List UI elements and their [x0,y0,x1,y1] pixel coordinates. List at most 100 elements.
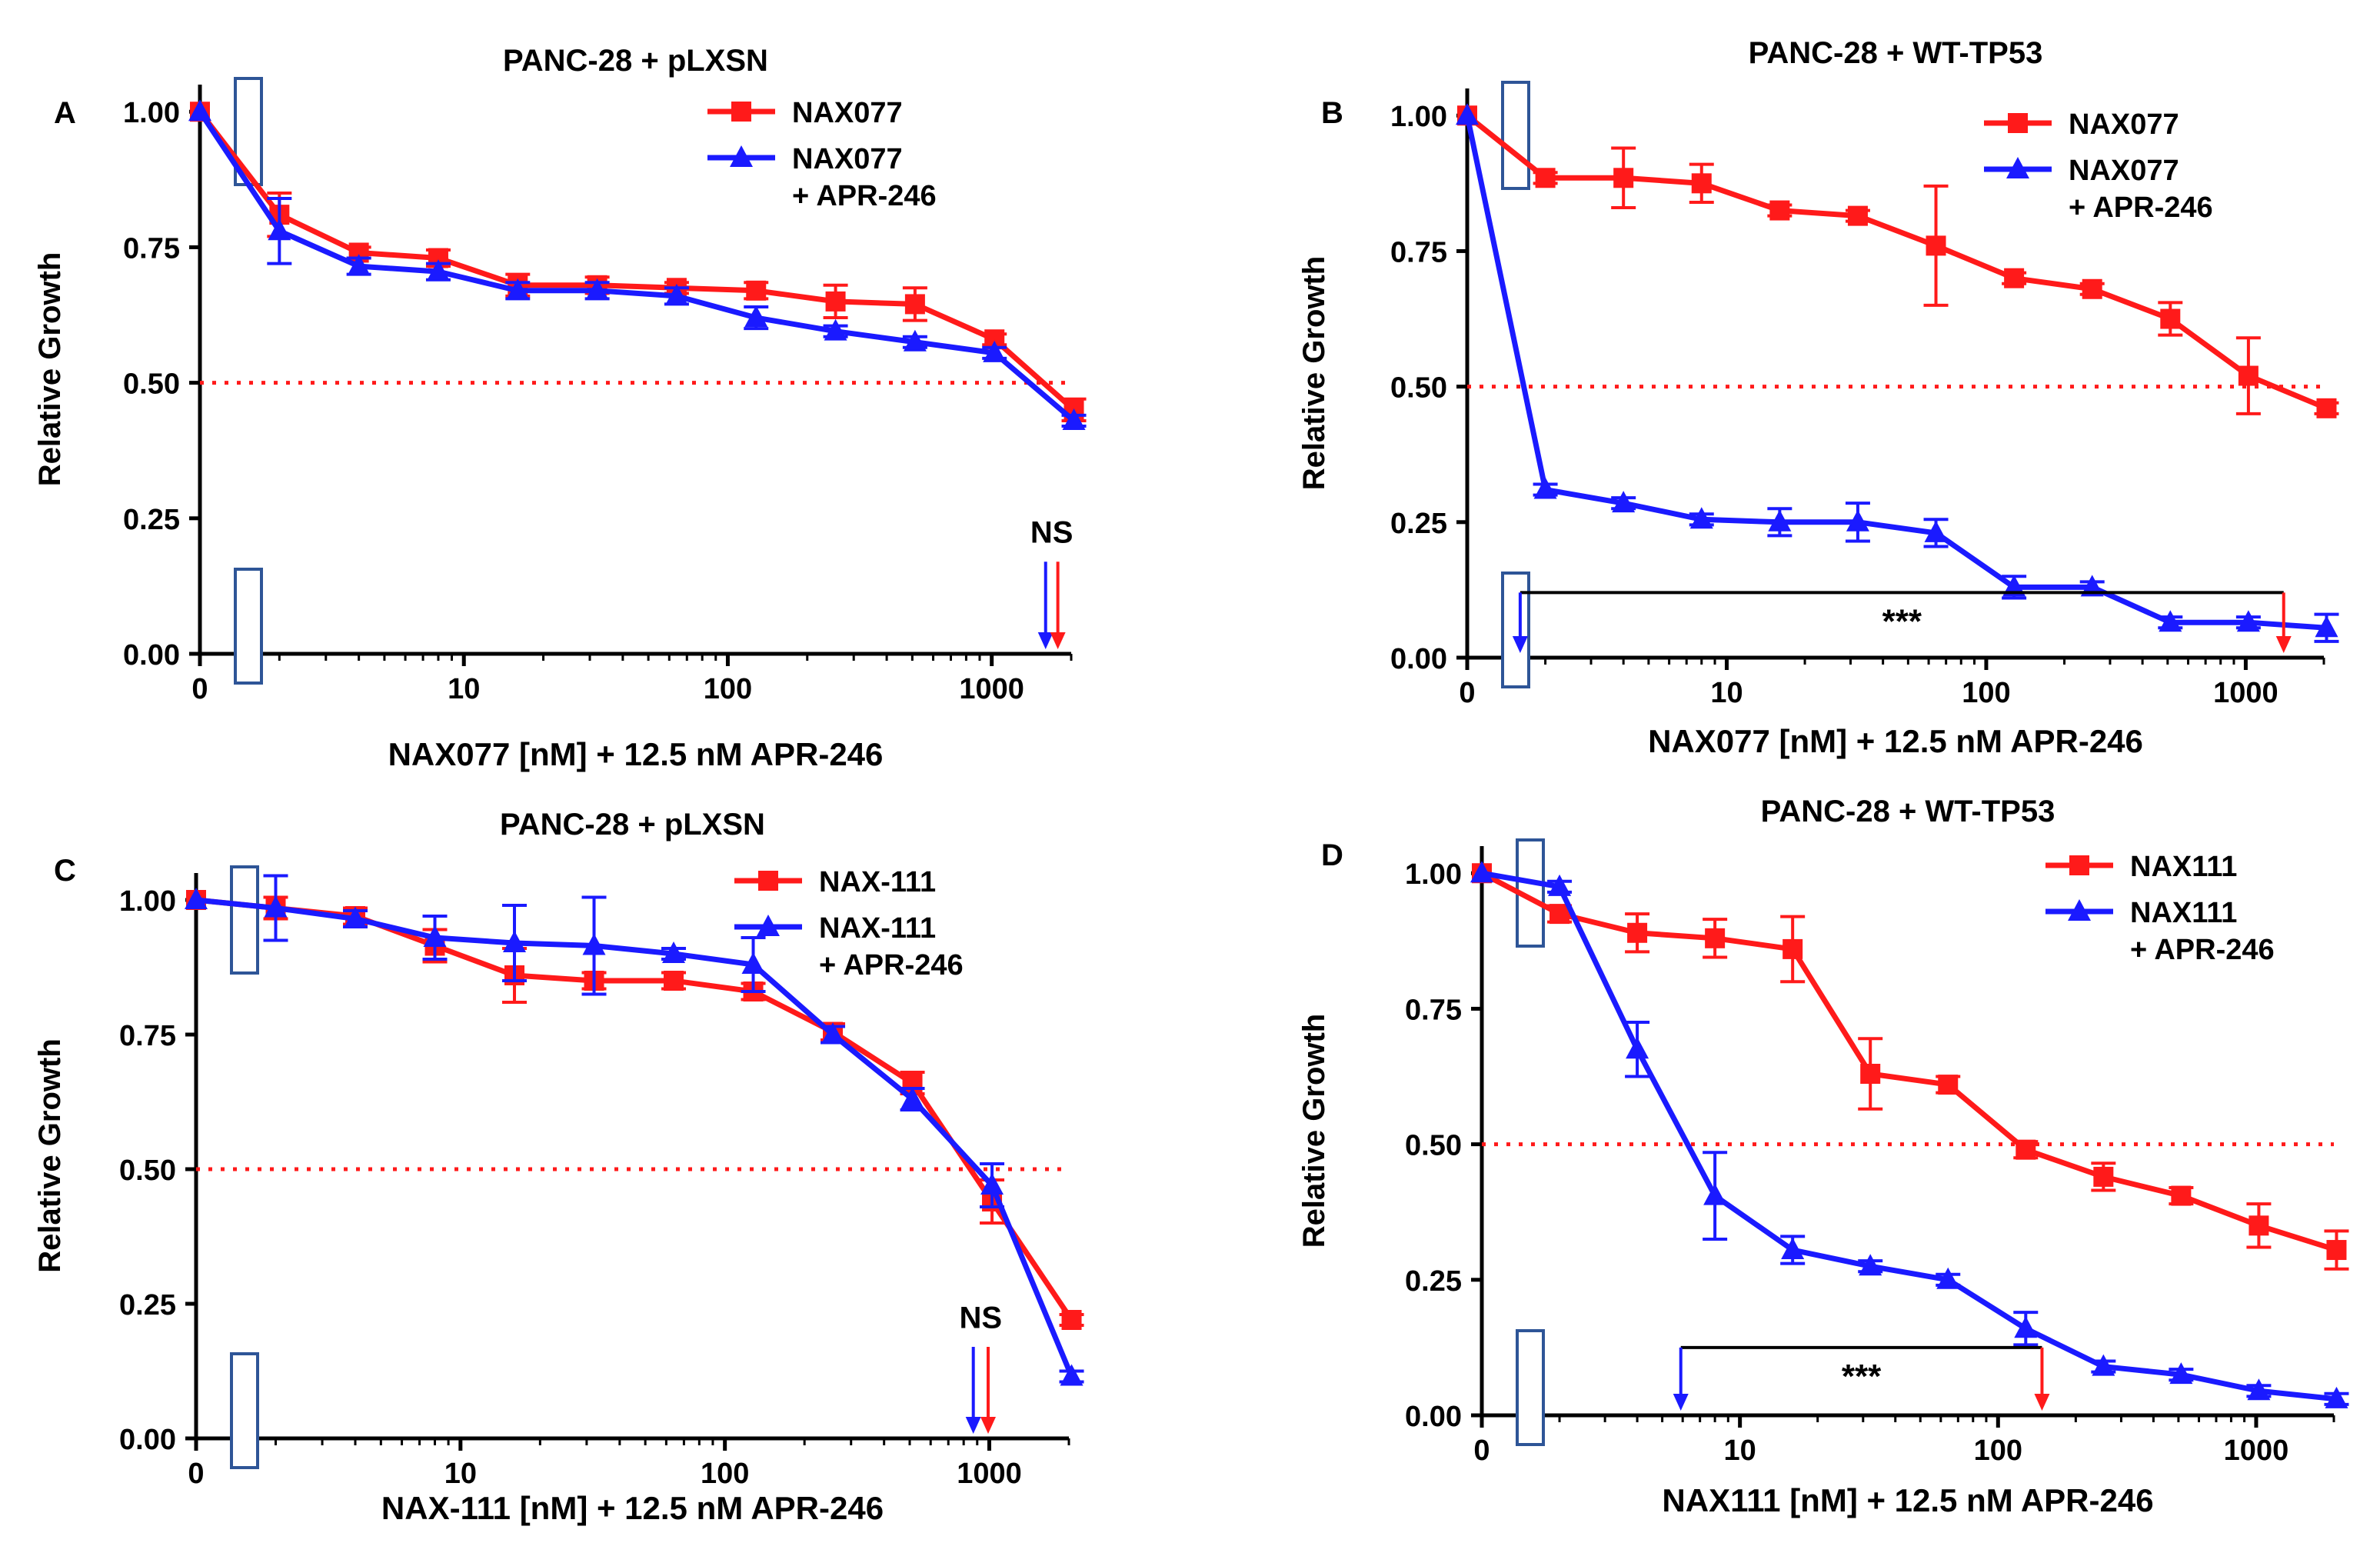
panel-letter: B [1321,96,1343,130]
data-point [904,294,925,315]
data-point [900,1087,924,1108]
axis-break-box-bottom [234,568,263,685]
y-tick-label: 0.50 [1390,372,1447,405]
data-point [2092,1354,2115,1376]
y-tick-label: 0.25 [1405,1265,1462,1298]
data-point [1938,1075,1959,1095]
series-red [190,102,1087,422]
data-point [1860,1064,1881,1084]
data-point [1627,922,1648,943]
x-tick-label: 1000 [959,673,1024,705]
y-tick-label: 1.00 [1405,858,1462,891]
data-point [1859,1254,1882,1276]
data-point [2002,575,2026,597]
data-point [1924,520,1948,542]
data-point [664,971,684,991]
data-point [980,1173,1004,1195]
data-point [188,99,211,122]
legend-label: NAX111 [2130,897,2237,929]
data-point [582,933,606,955]
x-tick-label: 1000 [957,1458,1022,1490]
data-point [1846,509,1869,532]
data-point [741,952,765,974]
panel-letter: C [54,854,76,888]
data-point [423,925,447,947]
data-point [1781,1238,1805,1260]
panel-d: PANC-28 + WT-TP53 D NAX111 [nM] + 12.5 nM … [1297,795,2349,1518]
x-axis-label: NAX077 [nM] + 12.5 nM APR-246 [1648,723,2143,759]
y-tick-label: 0.50 [119,1155,176,1187]
series-line [198,110,1076,412]
panel-a: PANC-28 + pLXSN A NAX077 [nM] + 12.5 nM AP… [33,44,1087,772]
y-tick-label: 1.00 [123,97,180,129]
axis-break-box-top [230,865,259,975]
y-tick-label: 0.75 [119,1020,176,1052]
legend-marker [2006,157,2029,178]
arrow-head [1037,632,1054,649]
arrow-head [1050,632,1066,649]
legend-label: + APR-246 [819,949,964,981]
data-point [1470,861,1493,883]
series-line [195,897,1074,1378]
data-point [2093,1166,2114,1187]
y-tick-label: 1.00 [1390,101,1447,133]
arrow-head [1673,1394,1689,1411]
series-line [198,110,1076,423]
data-point [2171,1185,2192,1206]
series-blue [188,99,1087,430]
data-point [2159,610,2182,632]
y-tick-label: 0.25 [1390,508,1447,540]
significance-label: *** [1882,602,1922,640]
legend-marker [2068,899,2091,921]
data-point [2238,365,2259,386]
data-point [1549,904,1570,925]
data-point [264,895,288,918]
x-tick-label: 0 [1473,1435,1490,1467]
annotation: NS [960,1301,1003,1434]
legend-label: NAX-111 [819,866,936,898]
series-blue [1470,861,2349,1408]
legend-label: + APR-246 [792,180,937,212]
y-axis-label: Relative Growth [1297,1014,1331,1248]
x-tick-label: 1000 [2224,1435,2289,1467]
series-blue [185,874,1084,1386]
series-blue [1456,103,2339,643]
x-axis-label: NAX111 [nM] + 12.5 nM APR-246 [1662,1482,2153,1518]
y-tick-label: 0.00 [123,639,180,672]
y-tick-label: 0.50 [123,368,180,401]
y-tick-label: 0.00 [1390,643,1447,675]
data-point [2016,1139,2036,1160]
y-tick-label: 0.50 [1405,1130,1462,1162]
x-tick-label: 0 [188,1458,204,1490]
data-point [585,278,609,300]
chart-title: PANC-28 + WT-TP53 [1749,36,2043,70]
ns-label: NS [1030,516,1073,550]
data-point [268,218,291,241]
legend-marker [2069,855,2089,875]
data-point [347,254,371,276]
legend-label: + APR-246 [2069,192,2213,224]
data-point [1612,491,1636,513]
data-point [2236,610,2260,632]
data-point [1548,874,1572,896]
data-point [2316,398,2337,418]
legend: NAX111 NAX111 + APR-246 [2045,851,2275,966]
panel-b: PANC-28 + WT-TP53 B NAX077 [nM] + 12.5 nM … [1297,36,2339,759]
y-axis-label: Relative Growth [33,252,67,487]
y-tick-label: 0.75 [1390,236,1447,268]
ns-label: NS [960,1301,1003,1335]
legend-marker [730,145,753,167]
data-point [1535,168,1556,188]
data-point [983,340,1007,362]
x-tick-label: 0 [1459,677,1475,709]
data-point [744,305,768,328]
x-axis-label: NAX077 [nM] + 12.5 nM APR-246 [388,736,884,772]
y-tick-label: 0.75 [123,232,180,265]
x-tick-label: 10 [448,673,480,705]
chart-title: PANC-28 + WT-TP53 [1761,795,2055,828]
legend-label: NAX077 [792,143,903,175]
legend: NAX077 NAX077 + APR-246 [1984,108,2213,224]
data-point [2014,1316,2038,1338]
arrow-head [965,1417,981,1434]
data-point [1613,168,1634,188]
